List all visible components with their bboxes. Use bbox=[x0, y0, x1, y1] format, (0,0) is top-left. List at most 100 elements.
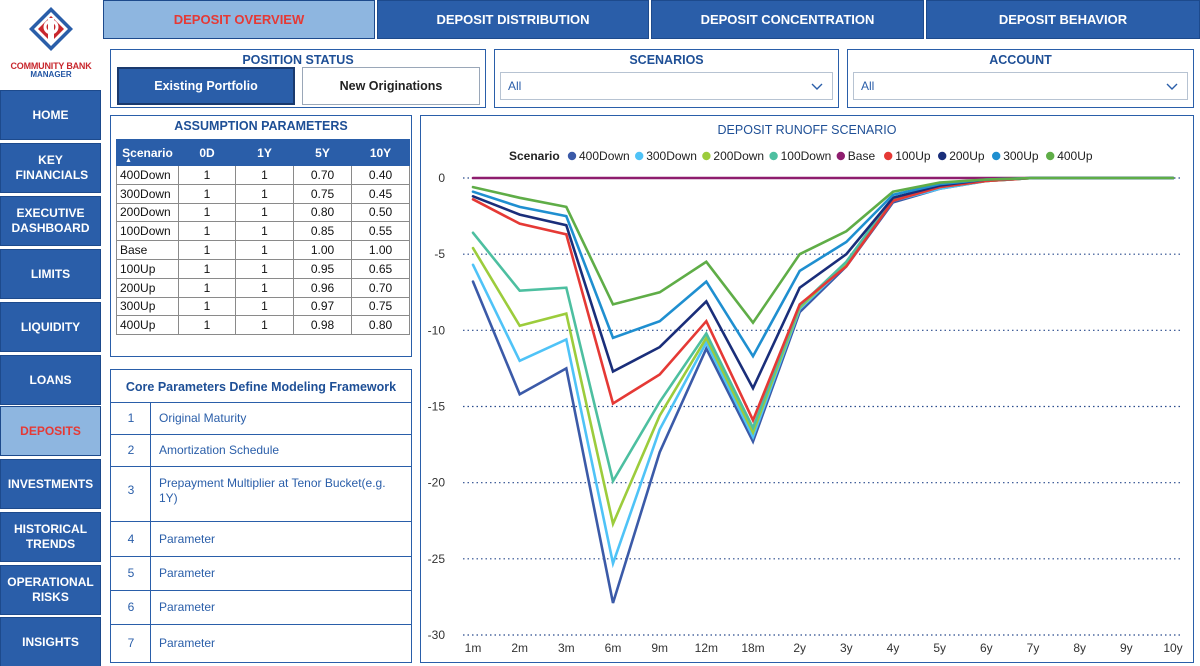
table-cell: 0.85 bbox=[293, 221, 352, 242]
logo-text-line2: MANAGER bbox=[30, 70, 72, 79]
legend-item[interactable]: 100Up bbox=[884, 149, 931, 163]
table-cell: 0.98 bbox=[293, 315, 352, 336]
table-row[interactable]: 100Up 1 1 0.95 0.65 bbox=[116, 258, 410, 279]
column-header-10y[interactable]: 10Y bbox=[351, 139, 410, 166]
x-tick-label: 1m bbox=[465, 641, 482, 655]
legend-item[interactable]: 100Down bbox=[769, 149, 831, 163]
tab-deposit-behavior[interactable]: DEPOSIT BEHAVIOR bbox=[926, 0, 1200, 39]
chart-legend: Scenario 400Down 300Down 200Down 100Down Base… bbox=[509, 149, 1093, 163]
table-row[interactable]: 400Up 1 1 0.98 0.80 bbox=[116, 315, 410, 336]
community-bank-logo[interactable]: COMMUNITY BANK MANAGER bbox=[0, 0, 102, 90]
column-header-scenario[interactable]: Scenario ▲ bbox=[116, 139, 179, 166]
legend-item[interactable]: 300Up bbox=[992, 149, 1039, 163]
core-parameter-row[interactable]: 1 Original Maturity bbox=[111, 402, 411, 434]
core-parameter-text: Parameter bbox=[159, 532, 216, 546]
sidebar-item-loans[interactable]: LOANS bbox=[0, 355, 101, 405]
tab-deposit-distribution[interactable]: DEPOSIT DISTRIBUTION bbox=[377, 0, 649, 39]
sidebar-item-label: INVESTMENTS bbox=[7, 476, 94, 491]
tab-label: DEPOSIT CONCENTRATION bbox=[700, 12, 875, 27]
tab-deposit-concentration[interactable]: DEPOSIT CONCENTRATION bbox=[651, 0, 924, 39]
series-line-100down[interactable] bbox=[471, 176, 1175, 485]
logo-text-line1: COMMUNITY BANK bbox=[10, 61, 92, 71]
tab-deposit-overview[interactable]: DEPOSIT OVERVIEW bbox=[103, 0, 375, 39]
table-row[interactable]: 100Down 1 1 0.85 0.55 bbox=[116, 221, 410, 242]
legend-marker bbox=[992, 151, 1001, 161]
series-line-300up[interactable] bbox=[471, 176, 1175, 359]
sidebar-item-historical-trends[interactable]: HISTORICAL TRENDS bbox=[0, 512, 101, 562]
core-parameter-text: Original Maturity bbox=[159, 411, 247, 425]
table-cell: 1 bbox=[178, 165, 236, 185]
sidebar-item-operational-risks[interactable]: OPERATIONAL RISKS bbox=[0, 565, 101, 615]
table-cell: 0.75 bbox=[293, 183, 352, 204]
x-tick-label: 2y bbox=[793, 641, 806, 655]
core-parameter-row[interactable]: 3 Prepayment Multiplier at Tenor Bucket(e… bbox=[111, 466, 411, 521]
sidebar-item-deposits[interactable]: DEPOSITS bbox=[0, 406, 101, 456]
table-cell: 1 bbox=[178, 202, 236, 223]
table-cell: 1 bbox=[235, 240, 294, 260]
legend-item[interactable]: 400Up bbox=[1046, 149, 1093, 163]
core-parameters-panel: Core Parameters Define Modeling Framewor… bbox=[110, 369, 412, 663]
account-dropdown[interactable]: All bbox=[853, 72, 1188, 100]
scenarios-filter-panel: SCENARIOS All bbox=[494, 49, 839, 108]
table-cell: 0.97 bbox=[293, 296, 352, 317]
table-row[interactable]: 300Down 1 1 0.75 0.45 bbox=[116, 183, 410, 204]
table-cell: 400Up bbox=[116, 315, 179, 336]
legend-label: 200Down bbox=[713, 149, 764, 163]
x-tick-label: 10y bbox=[1163, 641, 1182, 655]
x-tick-label: 4y bbox=[887, 641, 900, 655]
x-tick-label: 5y bbox=[933, 641, 946, 655]
sidebar-item-liquidity[interactable]: LIQUIDITY bbox=[0, 302, 101, 352]
table-row[interactable]: 400Down 1 1 0.70 0.40 bbox=[116, 165, 410, 185]
sidebar-item-home[interactable]: HOME bbox=[0, 90, 101, 140]
sidebar-item-label: OPERATIONAL RISKS bbox=[7, 575, 94, 604]
sidebar-item-investments[interactable]: INVESTMENTS bbox=[0, 459, 101, 509]
table-cell: 0.50 bbox=[351, 202, 410, 223]
new-originations-label: New Originations bbox=[339, 79, 443, 93]
table-cell: 200Down bbox=[116, 202, 179, 223]
table-cell: 0.80 bbox=[293, 202, 352, 223]
existing-portfolio-button[interactable]: Existing Portfolio bbox=[117, 67, 295, 105]
column-header-1y[interactable]: 1Y bbox=[235, 139, 294, 166]
core-parameter-text: Parameter bbox=[159, 600, 216, 614]
series-line-400up[interactable] bbox=[471, 176, 1175, 325]
table-cell: 1 bbox=[235, 315, 294, 336]
legend-marker bbox=[1046, 151, 1055, 161]
sidebar-item-limits[interactable]: LIMITS bbox=[0, 249, 101, 299]
row-divider bbox=[150, 625, 151, 662]
new-originations-button[interactable]: New Originations bbox=[302, 67, 480, 105]
core-parameter-row[interactable]: 7 Parameter bbox=[111, 624, 411, 662]
table-row[interactable]: 200Down 1 1 0.80 0.50 bbox=[116, 202, 410, 223]
column-header-0d[interactable]: 0D bbox=[178, 139, 236, 166]
core-parameter-row[interactable]: 6 Parameter bbox=[111, 590, 411, 624]
legend-item[interactable]: Base bbox=[836, 149, 876, 163]
core-parameter-row[interactable]: 2 Amortization Schedule bbox=[111, 434, 411, 466]
core-parameter-text: Parameter bbox=[159, 636, 216, 650]
series-line-100up[interactable] bbox=[471, 176, 1175, 424]
legend-label: 400Down bbox=[579, 149, 630, 163]
table-row[interactable]: 200Up 1 1 0.96 0.70 bbox=[116, 277, 410, 298]
table-cell: 1 bbox=[178, 296, 236, 317]
core-parameter-number: 1 bbox=[127, 411, 135, 425]
legend-item[interactable]: 400Down bbox=[567, 149, 630, 163]
sidebar-item-label: KEY FINANCIALS bbox=[15, 153, 89, 182]
table-cell: 1 bbox=[178, 221, 236, 242]
legend-item[interactable]: 300Down bbox=[635, 149, 697, 163]
tab-label: DEPOSIT OVERVIEW bbox=[173, 12, 305, 27]
table-cell: 1 bbox=[178, 315, 236, 336]
table-row[interactable]: 300Up 1 1 0.97 0.75 bbox=[116, 296, 410, 317]
legend-item[interactable]: 200Up bbox=[938, 149, 985, 163]
core-parameter-row[interactable]: 4 Parameter bbox=[111, 521, 411, 556]
core-parameter-text: Amortization Schedule bbox=[159, 443, 280, 457]
account-dropdown-value: All bbox=[861, 79, 875, 93]
table-cell: 100Up bbox=[116, 258, 179, 279]
legend-item[interactable]: 200Down bbox=[702, 149, 764, 163]
sidebar-item-executive-dashboard[interactable]: EXECUTIVE DASHBOARD bbox=[0, 196, 101, 246]
sidebar-item-key-financials[interactable]: KEY FINANCIALS bbox=[0, 143, 101, 193]
table-row[interactable]: Base 1 1 1.00 1.00 bbox=[116, 240, 410, 260]
sidebar-item-insights[interactable]: INSIGHTS bbox=[0, 617, 101, 666]
core-parameter-row[interactable]: 5 Parameter bbox=[111, 556, 411, 590]
table-cell: 200Up bbox=[116, 277, 179, 298]
scenarios-dropdown[interactable]: All bbox=[500, 72, 833, 100]
table-cell: 1 bbox=[235, 221, 294, 242]
column-header-5y[interactable]: 5Y bbox=[293, 139, 352, 166]
